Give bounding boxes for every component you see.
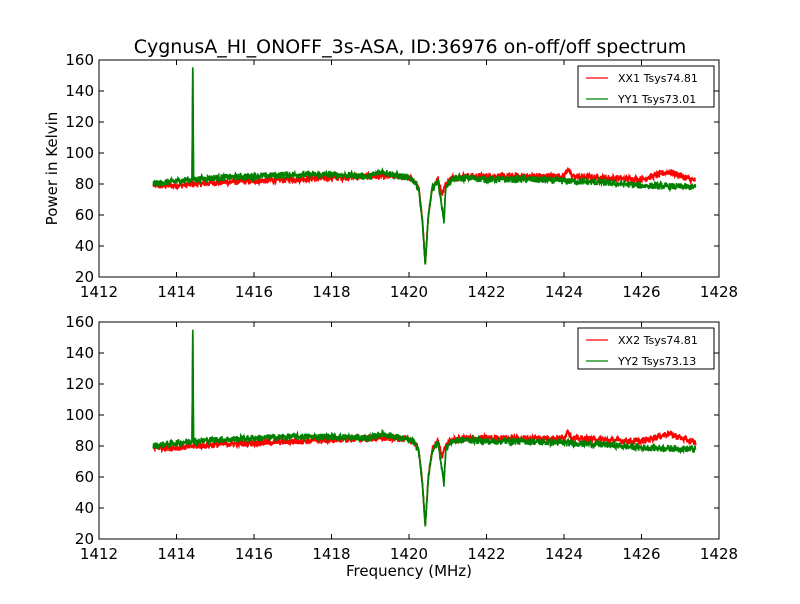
legend-box [577,327,715,370]
x-tick-label: 1416 [235,283,273,301]
series-peaks-yy1 [153,67,696,265]
plot-panel-2: 1412 1414 1416 1418 1420 1422 1424 1426 1428 20 40… [65,313,738,580]
legend: XX2 Tsys74.81 YY2 Tsys73.13 [577,327,715,370]
y-tick-label: 140 [65,82,94,100]
x-tick-label: 1412 [80,283,118,301]
legend-label: YY2 Tsys73.13 [617,355,696,368]
x-tick-label: 1412 [80,545,118,563]
series-peaks-yy2 [153,329,696,527]
chart-title: CygnusA_HI_ONOFF_3s-ASA, ID:36976 on-off… [134,36,687,58]
y-tick-label: 60 [75,468,94,486]
y-axis-label: Power in Kelvin [43,112,61,226]
x-tick-label: 1416 [235,545,273,563]
x-tick-label: 1426 [622,283,660,301]
x-tick-label: 1420 [390,545,428,563]
x-tick-label: 1420 [390,283,428,301]
y-tick-label: 160 [65,51,94,69]
y-tick-label: 160 [65,313,94,331]
x-tick-label: 1424 [545,283,583,301]
plot-panel-1: 1412 1414 1416 1418 1420 1422 1424 1426 1428 20 40… [43,51,738,301]
y-tick-label: 100 [65,406,94,424]
x-tick-label: 1422 [467,545,505,563]
x-tick-label: 1426 [622,545,660,563]
x-tick-label: 1418 [312,283,350,301]
y-tick-label: 40 [75,499,94,517]
legend: XX1 Tsys74.81 YY1 Tsys73.01 [577,65,715,108]
x-tick-label: 1414 [157,283,195,301]
y-tick-label: 80 [75,437,94,455]
legend-label: XX2 Tsys74.81 [618,334,698,347]
x-tick-label: 1414 [157,545,195,563]
y-tick-label: 20 [75,530,94,548]
x-tick-label: 1428 [700,283,738,301]
legend-label: XX1 Tsys74.81 [618,72,698,85]
y-tick-label: 60 [75,206,94,224]
y-tick-label: 100 [65,144,94,162]
y-tick-label: 120 [65,113,94,131]
legend-label: YY1 Tsys73.01 [617,93,696,106]
x-tick-label: 1428 [700,545,738,563]
x-tick-label: 1424 [545,545,583,563]
y-tick-label: 40 [75,237,94,255]
x-tick-label: 1418 [312,545,350,563]
y-tick-label: 140 [65,344,94,362]
x-tick-label: 1422 [467,283,505,301]
y-tick-label: 120 [65,375,94,393]
legend-box [577,65,715,108]
y-tick-label: 20 [75,268,94,286]
y-tick-label: 80 [75,175,94,193]
x-axis-label: Frequency (MHz) [346,562,472,580]
